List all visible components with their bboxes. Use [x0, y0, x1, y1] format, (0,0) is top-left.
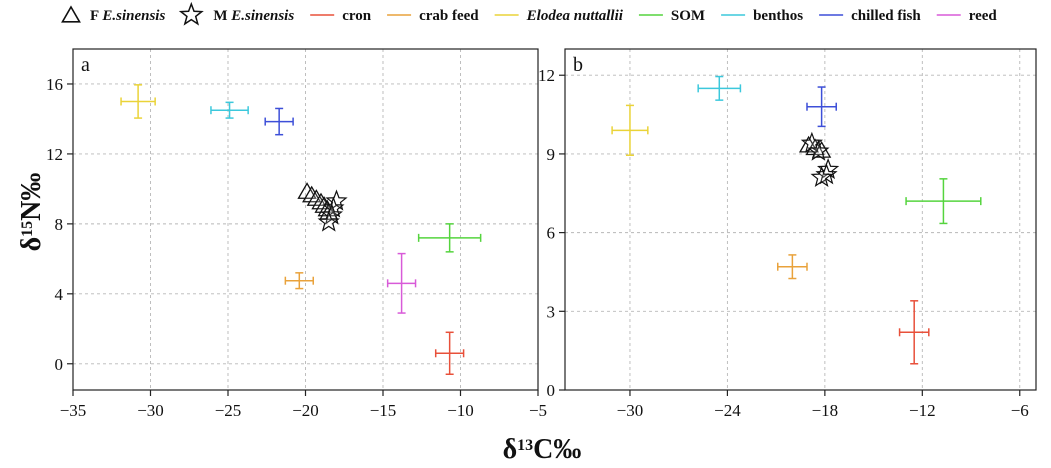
star-icon [178, 1, 204, 26]
x-axis-title: δ13C‰ [503, 434, 582, 465]
legend-label: F E.sinensis [90, 8, 165, 24]
triangle-icon [61, 5, 81, 23]
y-tick-label: 3 [547, 302, 556, 321]
legend-item-crab-feed: crab feed [387, 8, 479, 24]
legend-label: benthos [753, 8, 803, 24]
gridlines [73, 49, 538, 390]
y-tick-label: 16 [46, 75, 63, 94]
y-tick-label: 0 [55, 355, 64, 374]
legend-label: Elodea nuttallii [526, 8, 624, 24]
legend-label: cron [342, 8, 372, 24]
x-tick-label: −30 [137, 401, 164, 420]
source-elodea-nuttallii [611, 104, 649, 156]
source-crab-feed [777, 254, 808, 280]
male-points [317, 189, 348, 232]
source-benthos [697, 75, 742, 101]
x-tick-label: −12 [909, 401, 936, 420]
y-tick-label: 12 [46, 145, 63, 164]
panel-b: −30 −24 −18 −12 −6 0 3 6 9 12 b [538, 48, 1037, 420]
x-tick-label: −24 [714, 401, 741, 420]
male-points [800, 131, 840, 188]
legend-label: M E.sinensis [213, 8, 294, 24]
legend-item-som: SOM [638, 8, 705, 24]
legend-label: SOM [671, 8, 705, 24]
x-tick-label: −15 [370, 401, 397, 420]
source-reed [386, 252, 417, 314]
legend-item-chilled-fish: chilled fish [819, 8, 921, 24]
gridlines [565, 49, 1036, 390]
x-tick-label: −25 [215, 401, 242, 420]
y-axis-title: δ15N‰ [16, 173, 47, 252]
x-tick-label: −20 [292, 401, 319, 420]
legend-item-cron: cron [310, 8, 372, 24]
source-crab-feed [284, 272, 314, 290]
y-tick-label: 0 [547, 381, 556, 400]
star-point [807, 139, 830, 161]
x-tick-label: −5 [529, 401, 547, 420]
x-tick-label: −35 [60, 401, 87, 420]
source-som [905, 178, 982, 225]
source-elodea-nuttallii [120, 84, 156, 119]
legend-item-m: M E.sinensis [178, 1, 294, 26]
legend-label: reed [969, 8, 998, 24]
y-tick-label: 12 [538, 66, 555, 85]
y-tick-label: 4 [55, 285, 64, 304]
star-point [317, 210, 340, 232]
triangle-point [302, 185, 322, 203]
star-point [322, 196, 345, 218]
triangle-point [297, 182, 317, 199]
panel-letter: b [573, 54, 583, 76]
y-tick-label: 9 [547, 145, 556, 164]
panel-a: −35 −30 −25 −20 −15 −10 −5 0 4 8 12 16 a [46, 48, 547, 420]
source-som [417, 223, 482, 253]
panel-letter: a [81, 54, 90, 76]
legend-item-benthos: benthos [721, 8, 803, 24]
y-tick-label: 8 [55, 215, 64, 234]
source-cron [434, 331, 465, 376]
x-tick-label: −6 [1011, 401, 1029, 420]
legend-item-elodea-nuttallii: Elodea nuttallii [494, 8, 624, 24]
legend-item-f: F E.sinensis [61, 5, 165, 24]
source-chilled-fish [264, 107, 294, 136]
source-cron [898, 300, 930, 365]
x-tick-label: −18 [812, 401, 839, 420]
y-tick-label: 6 [547, 224, 556, 243]
plot-frame [564, 48, 1037, 391]
x-tick-label: −10 [447, 401, 474, 420]
x-tick-label: −30 [617, 401, 644, 420]
legend-label: crab feed [419, 8, 479, 24]
source-chilled-fish [806, 86, 837, 128]
legend-label: chilled fish [851, 8, 921, 24]
triangle-point [306, 189, 327, 206]
source-benthos [210, 101, 249, 119]
legend-item-reed: reed [936, 8, 998, 24]
legend: F E.sinensis M E.sinensis cron crab feed Elo… [61, 1, 998, 26]
star-point [810, 165, 833, 188]
